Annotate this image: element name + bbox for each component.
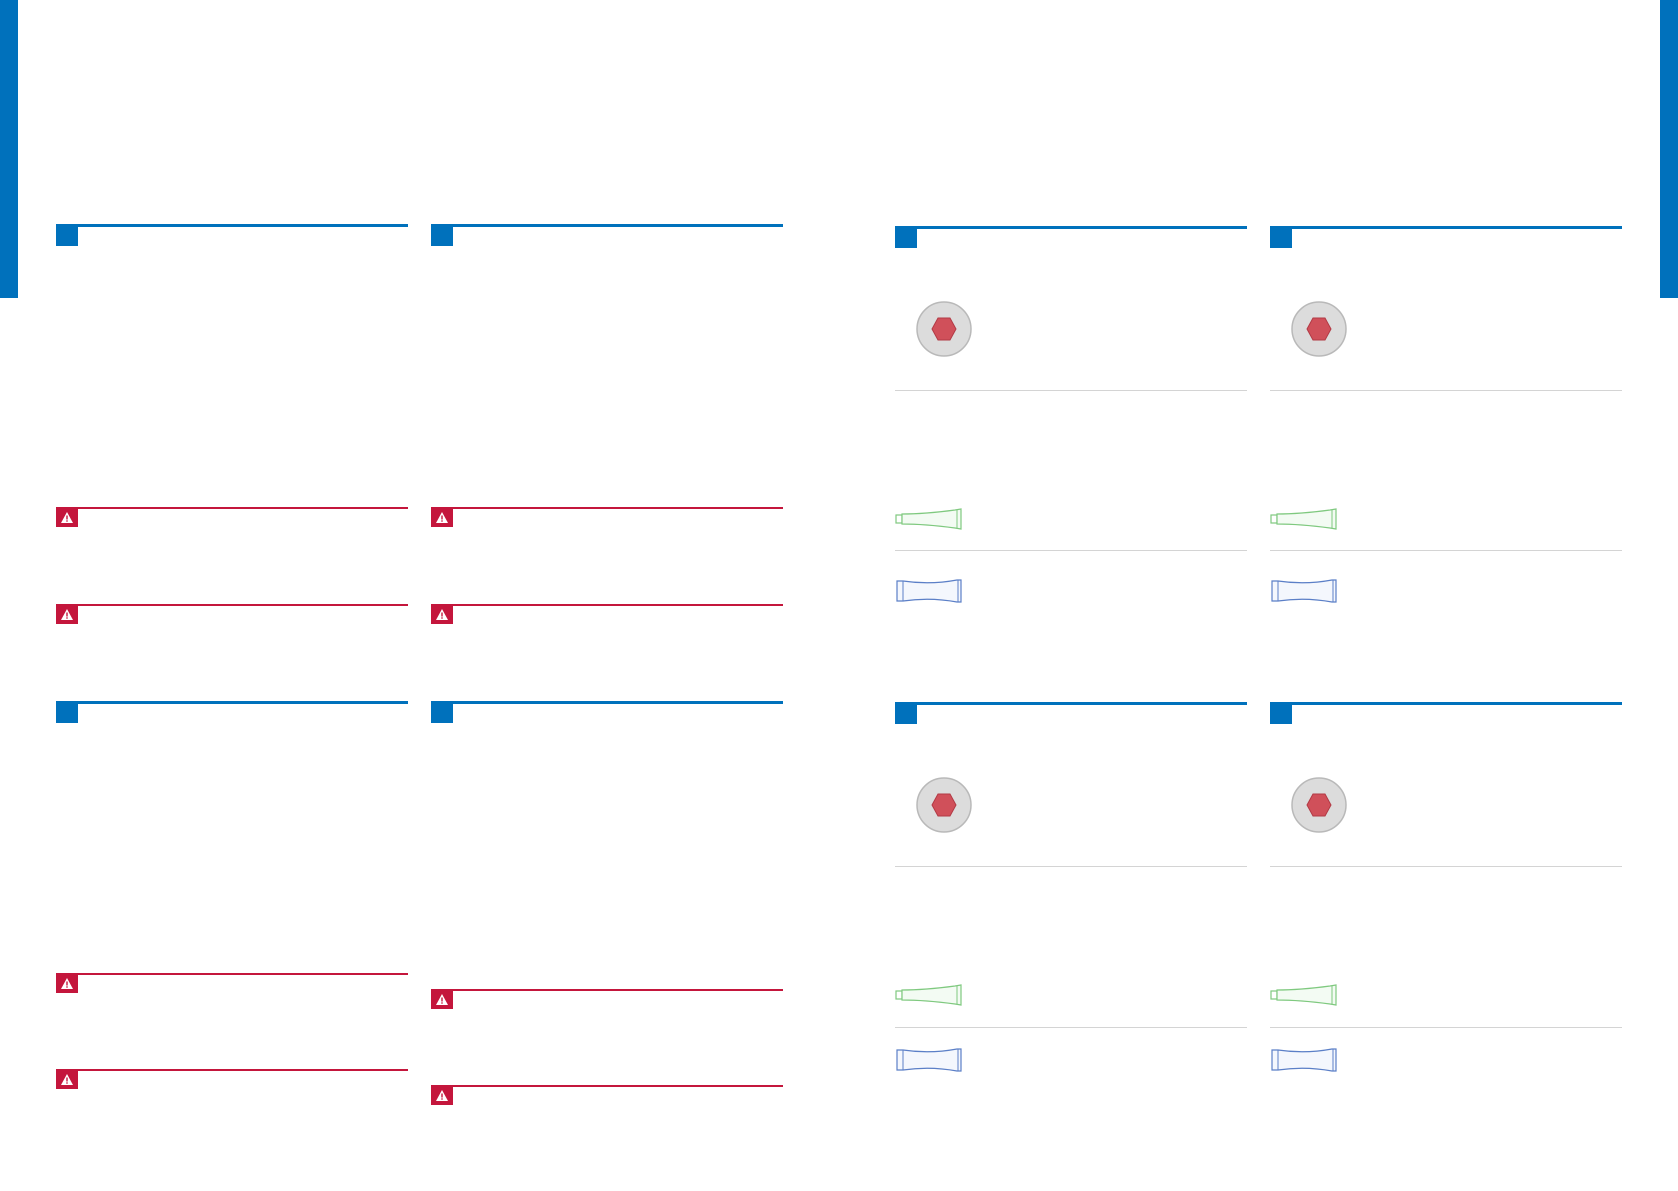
warning-icon bbox=[431, 989, 453, 1009]
warning-icon bbox=[56, 1069, 78, 1089]
warning-icon bbox=[431, 604, 453, 624]
divider bbox=[1270, 390, 1622, 391]
warning-rule bbox=[56, 973, 408, 975]
hex-bolt-icon bbox=[1291, 301, 1347, 362]
hex-bolt-icon bbox=[1291, 777, 1347, 838]
section-rule bbox=[895, 226, 1247, 229]
hex-bolt-icon bbox=[916, 777, 972, 838]
section-marker bbox=[431, 701, 453, 723]
grease-tube-green-icon bbox=[1270, 981, 1342, 1014]
warning-rule bbox=[56, 604, 408, 606]
section-marker bbox=[895, 226, 917, 248]
section-marker bbox=[56, 701, 78, 723]
section-rule bbox=[431, 224, 783, 227]
grease-tube-blue-icon bbox=[895, 577, 967, 610]
divider bbox=[1270, 550, 1622, 551]
divider bbox=[895, 390, 1247, 391]
left-page-edge-bar bbox=[0, 0, 18, 298]
section-marker bbox=[1270, 702, 1292, 724]
warning-rule bbox=[56, 507, 408, 509]
grease-tube-blue-icon bbox=[1270, 1046, 1342, 1079]
warning-icon bbox=[431, 507, 453, 527]
grease-tube-green-icon bbox=[1270, 505, 1342, 538]
section-rule bbox=[1270, 702, 1622, 705]
warning-icon bbox=[56, 507, 78, 527]
section-rule bbox=[895, 702, 1247, 705]
divider bbox=[895, 550, 1247, 551]
divider bbox=[895, 1027, 1247, 1028]
grease-tube-blue-icon bbox=[1270, 577, 1342, 610]
section-marker bbox=[1270, 226, 1292, 248]
hex-bolt-icon bbox=[916, 301, 972, 362]
divider bbox=[895, 866, 1247, 867]
section-marker bbox=[431, 224, 453, 246]
section-rule bbox=[56, 224, 408, 227]
section-rule bbox=[1270, 226, 1622, 229]
section-rule bbox=[56, 701, 408, 704]
warning-rule bbox=[431, 604, 783, 606]
warning-rule bbox=[431, 989, 783, 991]
warning-icon bbox=[56, 604, 78, 624]
section-rule bbox=[431, 701, 783, 704]
grease-tube-green-icon bbox=[895, 981, 967, 1014]
grease-tube-blue-icon bbox=[895, 1046, 967, 1079]
warning-icon bbox=[431, 1085, 453, 1105]
section-marker bbox=[56, 224, 78, 246]
warning-rule bbox=[431, 1085, 783, 1087]
section-marker bbox=[895, 702, 917, 724]
grease-tube-green-icon bbox=[895, 505, 967, 538]
divider bbox=[1270, 1027, 1622, 1028]
right-page-edge-bar bbox=[1660, 0, 1678, 298]
warning-rule bbox=[431, 507, 783, 509]
warning-icon bbox=[56, 973, 78, 993]
divider bbox=[1270, 866, 1622, 867]
warning-rule bbox=[56, 1069, 408, 1071]
